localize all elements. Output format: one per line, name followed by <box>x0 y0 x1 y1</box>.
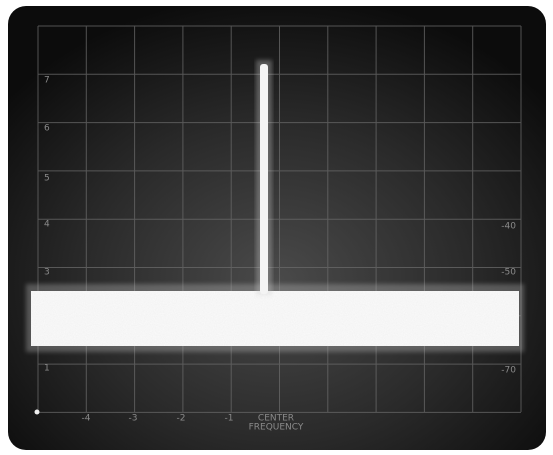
left-scale-label: 7 <box>44 76 50 86</box>
bottom-scale-label: -3 <box>129 414 138 424</box>
carrier-spike <box>260 64 268 294</box>
center-frequency-label: CENTER <box>258 414 294 424</box>
right-scale-label: -40 <box>501 222 516 232</box>
left-scale-label: 5 <box>44 174 50 184</box>
noise-texture <box>31 291 519 346</box>
screen <box>8 6 546 450</box>
bottom-scale-label: -1 <box>225 414 234 424</box>
dot <box>34 409 40 415</box>
left-scale-label: 4 <box>44 220 50 230</box>
center-frequency-label: FREQUENCY <box>249 423 304 433</box>
right-scale-label: -50 <box>501 268 516 278</box>
left-scale-label: 1 <box>44 364 50 374</box>
right-scale-label: -70 <box>501 366 516 376</box>
left-scale-label: 3 <box>44 268 50 278</box>
left-scale-label: 6 <box>44 124 50 134</box>
bottom-scale-label: -2 <box>177 414 186 424</box>
bottom-scale-label: -4 <box>82 414 91 424</box>
